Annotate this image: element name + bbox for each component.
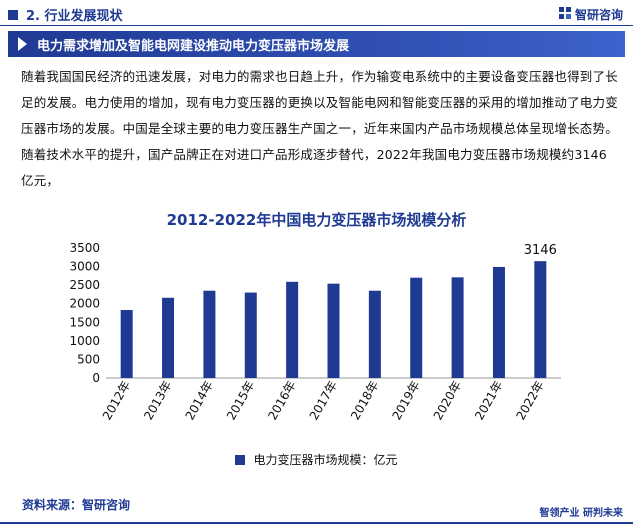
x-tick-label: 2016年 bbox=[265, 379, 298, 423]
y-tick-label: 0 bbox=[92, 371, 100, 385]
x-tick-label: 2022年 bbox=[514, 379, 547, 423]
x-tick-label: 2020年 bbox=[431, 379, 464, 423]
y-tick-label: 500 bbox=[77, 352, 100, 366]
x-tick-label: 2017年 bbox=[307, 379, 340, 423]
y-tick-label: 3500 bbox=[69, 241, 100, 255]
brand-mark-icon bbox=[558, 7, 571, 22]
legend-label: 电力变压器市场规模：亿元 bbox=[253, 453, 398, 467]
bar-2013年 bbox=[162, 297, 175, 378]
bar-2019年 bbox=[410, 277, 423, 378]
brand-name: 智研咨询 bbox=[574, 8, 623, 22]
play-triangle-icon bbox=[18, 37, 27, 51]
x-tick-label: 2013年 bbox=[141, 379, 174, 423]
bar-2014年 bbox=[203, 290, 216, 378]
data-label: 3146 bbox=[524, 243, 557, 258]
y-tick-label: 3000 bbox=[69, 260, 100, 274]
x-tick-label: 2012年 bbox=[100, 379, 133, 423]
body-paragraph: 随着我国国民经济的迅速发展，对电力的需求也日趋上升，作为输变电系统中的主要设备变… bbox=[21, 69, 618, 188]
top-bar: 2. 行业发展现状 智研咨询 bbox=[0, 0, 633, 26]
bar-2012年 bbox=[120, 310, 133, 378]
source-note: 资料来源：智研咨询 bbox=[22, 498, 131, 512]
bar-2016年 bbox=[286, 281, 299, 378]
chart-title: 2012-2022年中国电力变压器市场规模分析 bbox=[166, 211, 467, 229]
chart-bars bbox=[120, 261, 547, 378]
bar-2022年 bbox=[534, 261, 547, 378]
y-tick-label: 1000 bbox=[69, 334, 100, 348]
y-tick-label: 1500 bbox=[69, 315, 100, 329]
x-tick-label: 2014年 bbox=[183, 379, 216, 423]
bar-2018年 bbox=[368, 290, 381, 378]
bar-chart: 0 500 1000 1500 2000 2500 3000 3500 2012年 2013年 2… bbox=[69, 241, 561, 423]
section-heading: 2. 行业发展现状 bbox=[8, 5, 123, 24]
bar-2017年 bbox=[327, 283, 340, 378]
chart-axes: 0 500 1000 1500 2000 2500 3000 3500 bbox=[69, 241, 561, 385]
bar-2021年 bbox=[492, 266, 505, 378]
x-tick-label: 2018年 bbox=[348, 379, 381, 423]
x-tick-label: 2021年 bbox=[472, 379, 505, 423]
bar-2015年 bbox=[244, 292, 257, 378]
footer-tagline: 智领产业 研判未来 bbox=[539, 508, 623, 519]
title-banner: 电力需求增加及智能电网建设推动电力变压器市场发展 bbox=[8, 31, 625, 57]
banner-title: 电力需求增加及智能电网建设推动电力变压器市场发展 bbox=[37, 38, 350, 54]
x-tick-label: 2019年 bbox=[389, 379, 422, 423]
x-tick-label: 2015年 bbox=[224, 379, 257, 423]
section-label: 2. 行业发展现状 bbox=[26, 9, 123, 24]
bar-2020年 bbox=[451, 277, 464, 378]
y-tick-label: 2000 bbox=[69, 297, 100, 311]
chart-legend: 电力变压器市场规模：亿元 bbox=[0, 451, 633, 468]
square-bullet-icon bbox=[8, 9, 18, 20]
top-divider bbox=[0, 25, 633, 26]
brand-logo: 智研咨询 bbox=[558, 6, 623, 23]
bottom-divider bbox=[0, 522, 633, 524]
legend-swatch bbox=[235, 454, 246, 465]
y-tick-label: 2500 bbox=[69, 278, 100, 292]
